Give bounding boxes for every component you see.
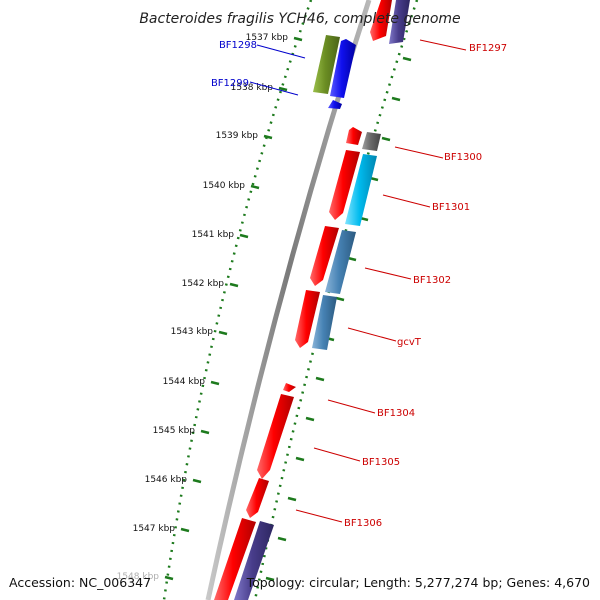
outer-tick-mark bbox=[335, 296, 345, 302]
tick-label: 1540 kbp bbox=[203, 181, 246, 191]
gene-label[interactable]: BF1297 bbox=[469, 43, 507, 54]
leader-line bbox=[364, 267, 412, 280]
gene-label[interactable]: BF1301 bbox=[432, 202, 470, 213]
tick-mark bbox=[239, 233, 249, 239]
gene-bf1300-b[interactable] bbox=[362, 132, 381, 151]
tick-label: 1538 kbp bbox=[231, 83, 274, 93]
tick-label: 1544 kbp bbox=[163, 377, 206, 387]
leader-lines: BF1297 BF1298 BF1299 BF1300 BF1301 BF1302 gcvT… bbox=[211, 39, 507, 529]
tick-mark bbox=[278, 86, 288, 92]
leader-line bbox=[256, 44, 306, 59]
gene-gcvt[interactable] bbox=[295, 290, 320, 348]
leader-line bbox=[313, 447, 361, 462]
accession-label: Accession: NC_006347 bbox=[9, 575, 151, 590]
gene-bf1299-b[interactable] bbox=[328, 100, 342, 109]
gene-label[interactable]: BF1300 bbox=[444, 152, 482, 163]
tick-mark bbox=[218, 330, 228, 336]
tick-label: 1539 kbp bbox=[216, 131, 259, 141]
gene-label[interactable]: BF1306 bbox=[344, 518, 382, 529]
leader-line bbox=[295, 509, 343, 523]
gene-label[interactable]: BF1305 bbox=[362, 457, 400, 468]
gene-bf1299-a[interactable] bbox=[330, 39, 356, 98]
tick-mark bbox=[164, 575, 174, 581]
outer-tick-mark bbox=[402, 56, 412, 62]
outer-tick-mark bbox=[277, 536, 287, 542]
tick-label: 1537 kbp bbox=[246, 33, 289, 43]
leader-line bbox=[394, 146, 444, 159]
tick-mark bbox=[263, 134, 273, 140]
tick-mark bbox=[229, 282, 239, 288]
tick-label: 1541 kbp bbox=[192, 230, 235, 240]
tick-mark bbox=[250, 184, 260, 190]
tick-mark bbox=[180, 527, 190, 533]
outer-tick-mark bbox=[381, 136, 391, 142]
gene-gcvt-b[interactable] bbox=[312, 295, 337, 350]
tick-label: 1543 kbp bbox=[171, 327, 214, 337]
leader-line bbox=[347, 327, 397, 342]
gene-bf1300[interactable] bbox=[346, 127, 362, 145]
outer-tick-mark bbox=[265, 576, 275, 582]
outer-tick-mark bbox=[287, 496, 297, 502]
outer-tick-mark bbox=[305, 416, 315, 422]
tick-mark bbox=[293, 36, 303, 42]
gene-group bbox=[214, 0, 410, 600]
tick-group: 1537 kbp 1538 kbp 1539 kbp 1540 kbp 1541 kbp… bbox=[117, 33, 412, 582]
gene-label[interactable]: BF1298 bbox=[219, 40, 257, 51]
gene-bf1298[interactable] bbox=[313, 35, 340, 94]
gene-bf1306[interactable] bbox=[246, 478, 269, 518]
tick-label: 1546 kbp bbox=[145, 475, 188, 485]
leader-line bbox=[249, 81, 299, 96]
gene-bf1307-b[interactable] bbox=[234, 521, 274, 600]
leader-line bbox=[419, 39, 467, 51]
gene-bf1307-a[interactable] bbox=[214, 518, 256, 600]
tick-mark bbox=[192, 478, 202, 484]
outer-tick-mark bbox=[391, 96, 401, 102]
page-title: Bacteroides fragilis YCH46, complete gen… bbox=[139, 11, 460, 27]
gene-bf1302[interactable] bbox=[310, 226, 339, 286]
leader-line bbox=[327, 399, 376, 414]
outer-tick-mark bbox=[347, 256, 357, 262]
gene-bf1302-b[interactable] bbox=[325, 230, 356, 294]
gene-bf1301[interactable] bbox=[329, 150, 360, 220]
gene-label[interactable]: gcvT bbox=[397, 337, 422, 348]
tick-mark bbox=[210, 380, 220, 386]
gene-label[interactable]: BF1299 bbox=[211, 78, 249, 89]
gene-bf1305[interactable] bbox=[257, 394, 294, 479]
gene-bf1301-b[interactable] bbox=[345, 154, 377, 226]
genome-info-label: Topology: circular; Length: 5,277,274 bp… bbox=[246, 575, 590, 590]
outer-tick-mark bbox=[295, 456, 305, 462]
gene-bf1297-a[interactable] bbox=[370, 0, 392, 41]
tick-label: 1542 kbp bbox=[182, 279, 225, 289]
tick-label: 1547 kbp bbox=[133, 524, 176, 534]
tick-mark bbox=[200, 429, 210, 435]
gene-label[interactable]: BF1302 bbox=[413, 275, 451, 286]
tick-label: 1548 kbp bbox=[117, 572, 160, 582]
gene-label[interactable]: BF1304 bbox=[377, 408, 415, 419]
leader-line bbox=[382, 194, 431, 208]
gene-bf1297-b[interactable] bbox=[389, 0, 410, 44]
gene-bf1304[interactable] bbox=[283, 383, 296, 392]
tick-label: 1545 kbp bbox=[153, 426, 196, 436]
outer-tick-mark bbox=[315, 376, 325, 382]
